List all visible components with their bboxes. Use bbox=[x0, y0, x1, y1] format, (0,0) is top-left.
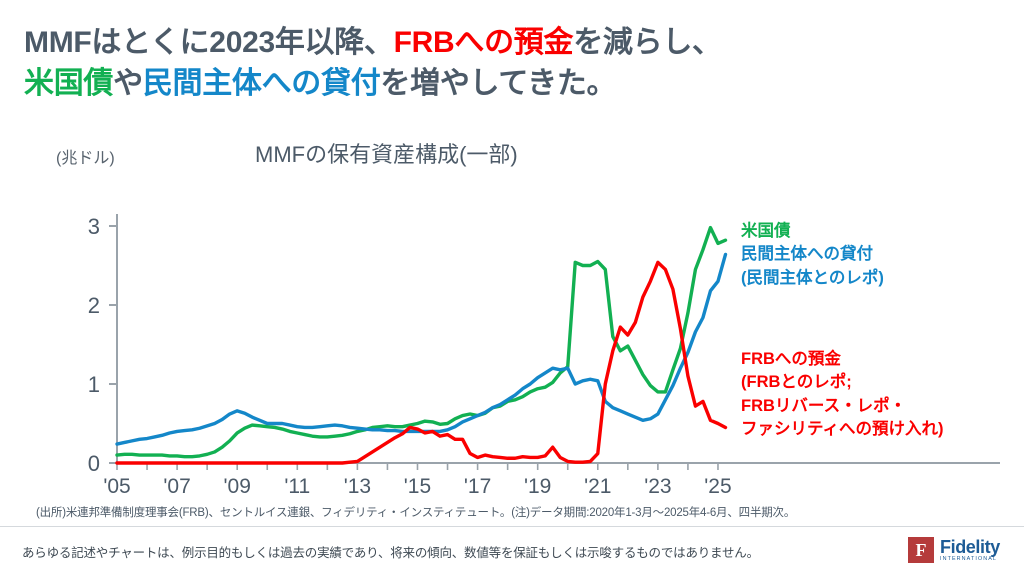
disclaimer-text: あらゆる記述やチャートは、例示目的もしくは過去の実績であり、将来の傾向、数値等を… bbox=[22, 546, 759, 560]
plot-area: 0 1 2 3 '05 '07 '09 '11 '13 '15 '17 '19 '21 '23 '25 bbox=[0, 130, 1024, 500]
headline-line-2: 米国債や民間主体への貸付を増やしてきた。 bbox=[24, 63, 824, 104]
fidelity-logo-word: Fidelity bbox=[940, 536, 1000, 557]
chart-title: MMFの保有資産構成(一部) bbox=[255, 142, 518, 167]
annotation-assets: 米国債 民間主体への貸付 (民間主体とのレポ) bbox=[741, 220, 884, 290]
x-axis-tick-label: '05 bbox=[103, 475, 130, 498]
data-series-group bbox=[115, 225, 728, 465]
series-line-民間主体への貸付 bbox=[115, 252, 728, 446]
divider-rule bbox=[0, 526, 1024, 527]
headline-highlight-private: 民間主体への貸付 bbox=[142, 67, 381, 101]
x-axis-tick-label: '11 bbox=[284, 475, 310, 498]
x-axis-tick-label: '07 bbox=[163, 475, 190, 498]
annotation-frb: FRBへの預金 (FRBとのレポ; FRBリバース・レポ・ ファシリティへの預け… bbox=[741, 348, 944, 442]
annotation-treasury-label: 米国債 bbox=[741, 222, 791, 240]
source-footnote: (出所)米連邦準備制度理事会(FRB)、セントルイス連銀、フィデリティ・インステ… bbox=[36, 507, 796, 519]
series-line-米国債 bbox=[115, 225, 728, 459]
x-axis-tick-label: '13 bbox=[344, 475, 371, 498]
x-axis-tick-label: '25 bbox=[704, 475, 731, 498]
headline-highlight-treasury: 米国債 bbox=[24, 67, 114, 101]
x-axis-tick-label: '15 bbox=[404, 475, 431, 498]
annotation-frb-label: FRBへの預金 bbox=[741, 350, 841, 368]
annotation-frb-sublabel-2: FRBリバース・レポ・ bbox=[741, 396, 907, 415]
annotation-private-sublabel: (民間主体とのレポ) bbox=[741, 268, 884, 287]
headline-highlight-frb: FRBへの預金 bbox=[393, 26, 574, 59]
headline-text-ya: や bbox=[113, 67, 143, 101]
fidelity-logo-subtitle: INTERNATIONAL bbox=[940, 555, 998, 562]
series-line-FRBへの預金 bbox=[115, 260, 728, 465]
headline-text-2: を減らし、 bbox=[573, 26, 722, 59]
fidelity-logo: F Fidelity INTERNATIONAL bbox=[908, 537, 1000, 563]
y-axis-tick-label: 0 bbox=[88, 451, 100, 476]
line-chart-svg: 0 1 2 3 '05 '07 '09 '11 '13 '15 '17 '19 '21 '23 '25 bbox=[88, 214, 1000, 498]
y-axis-unit-label: (兆ドル) bbox=[56, 150, 115, 167]
x-axis-tick-label: '21 bbox=[584, 475, 611, 498]
x-axis-tick-label: '19 bbox=[524, 475, 551, 498]
headline-text-1: MMFはとくに2023年以降、 bbox=[24, 26, 394, 59]
x-axis-tick-label: '17 bbox=[464, 475, 491, 498]
page-title: MMFはとくに2023年以降、FRBへの預金を減らし、 米国債や民間主体への貸付… bbox=[24, 22, 824, 105]
annotation-frb-sublabel-1: (FRBとのレポ; bbox=[741, 373, 852, 392]
y-axis-tick-label: 2 bbox=[88, 293, 100, 318]
y-axis-tick-labels: 0 1 2 3 bbox=[88, 214, 100, 476]
chart-container: (兆ドル) MMFの保有資産構成(一部) 0 1 2 3 '05 '07 '09 '11 '1… bbox=[0, 130, 1024, 500]
x-axis-tick-labels: '05 '07 '09 '11 '13 '15 '17 '19 '21 '23 '25 bbox=[103, 475, 731, 498]
x-axis-tick-label: '09 bbox=[224, 475, 251, 498]
headline-text-3: を増やしてきた。 bbox=[380, 67, 617, 101]
fidelity-logo-mark-icon: F bbox=[908, 537, 934, 563]
fidelity-logo-text: Fidelity INTERNATIONAL bbox=[940, 538, 1000, 562]
annotation-frb-sublabel-3: ファシリティへの預け入れ) bbox=[741, 420, 944, 439]
y-axis-tick-label: 1 bbox=[88, 372, 100, 397]
x-axis-tick-label: '23 bbox=[644, 475, 671, 498]
annotation-private-label: 民間主体への貸付 bbox=[741, 245, 873, 264]
y-axis-tick-label: 3 bbox=[88, 214, 100, 239]
headline-line-1: MMFはとくに2023年以降、FRBへの預金を減らし、 bbox=[24, 22, 824, 63]
